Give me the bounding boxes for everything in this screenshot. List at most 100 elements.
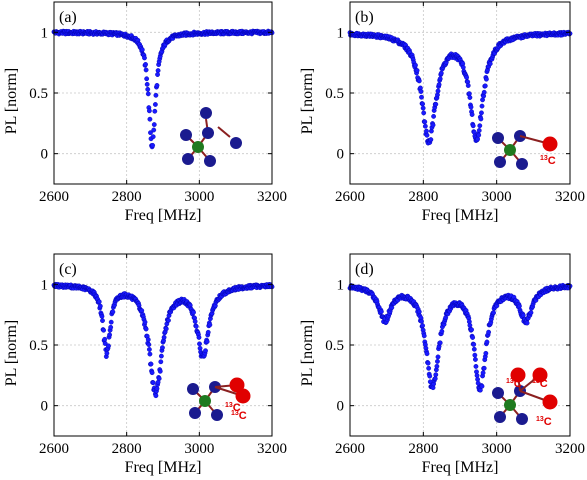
data-point: [436, 82, 442, 88]
data-point: [150, 142, 156, 148]
data-point: [413, 62, 418, 68]
data-point: [148, 361, 154, 367]
data-point: [428, 137, 434, 142]
data-point: [478, 116, 484, 122]
data-point: [108, 319, 114, 325]
data-point: [481, 89, 487, 95]
data-point: [482, 83, 488, 89]
c13-label: 13C: [540, 155, 556, 167]
carbon-atom: [189, 407, 201, 419]
data-point: [102, 341, 108, 346]
x-tick-label: 2600: [335, 189, 365, 205]
data-point: [479, 383, 485, 389]
c13-label: 13C: [231, 410, 247, 422]
data-point: [479, 103, 485, 109]
data-point: [477, 123, 483, 129]
y-tick-label: 1: [337, 25, 345, 41]
data-point: [150, 134, 156, 140]
carbon-atom: [494, 156, 506, 168]
data-point: [435, 354, 441, 360]
x-tick-label: 3200: [257, 441, 287, 457]
data-point: [139, 308, 145, 314]
data-point: [422, 123, 428, 129]
data-point: [154, 386, 160, 391]
data-point: [145, 86, 151, 92]
data-point: [101, 327, 106, 333]
x-tick-label: 3200: [555, 189, 585, 205]
data-point: [468, 104, 474, 110]
c13-symbol: C: [514, 378, 522, 390]
x-axis-label: Freq [MHz]: [125, 207, 202, 224]
data-series: [347, 282, 573, 393]
data-point: [460, 64, 466, 70]
data-point: [433, 101, 439, 107]
data-point: [102, 336, 108, 342]
data-point: [104, 350, 110, 356]
data-point: [157, 368, 163, 374]
x-axis-label: Freq [MHz]: [422, 459, 499, 476]
data-point: [144, 81, 150, 87]
carbon-atom: [516, 158, 528, 170]
data-point: [158, 359, 164, 365]
data-point: [153, 393, 159, 399]
data-point: [435, 88, 441, 94]
c13-isotope: 13: [225, 402, 233, 409]
data-point: [99, 313, 105, 319]
data-point: [163, 326, 169, 332]
data-point: [193, 323, 199, 329]
data-point: [472, 352, 478, 358]
nv-center-illustration: [180, 107, 242, 167]
y-axis-label: PL [norm]: [299, 320, 316, 387]
data-series: [347, 29, 573, 146]
data-point: [439, 328, 445, 334]
y-tick-label: 0: [337, 399, 345, 415]
nv-center-illustration: 13C: [492, 130, 558, 170]
data-point: [106, 343, 111, 349]
data-point: [197, 341, 202, 347]
data-point: [107, 332, 112, 338]
x-tick-label: 2800: [408, 441, 438, 457]
data-point: [421, 333, 427, 339]
carbon-atom: [204, 155, 216, 167]
carbon-atom: [516, 413, 528, 425]
data-series: [51, 28, 275, 150]
data-point: [108, 324, 114, 330]
data-point: [150, 380, 156, 386]
c13-atom: [532, 367, 548, 383]
c13-label: 13C: [506, 378, 522, 390]
data-point: [418, 89, 424, 94]
data-point: [465, 83, 471, 88]
x-tick-label: 2600: [335, 441, 365, 457]
carbon-atom: [492, 387, 504, 399]
c13-atom: [542, 136, 558, 152]
data-point: [471, 342, 477, 347]
carbon-atom: [200, 107, 212, 119]
data-point: [419, 94, 424, 100]
y-tick-label: 1: [41, 25, 49, 41]
c13-atom: [229, 377, 245, 393]
x-tick-label: 2800: [112, 441, 142, 457]
data-point: [416, 309, 422, 315]
data-point: [147, 351, 153, 357]
data-point: [467, 95, 473, 100]
data-point: [524, 320, 530, 326]
x-axis-label: Freq [MHz]: [125, 459, 202, 476]
data-point: [471, 346, 477, 352]
panel-d: 2600 2800 3000 3200 0 0.5 1 Freq [MHz] PL [norm]…: [299, 253, 585, 476]
data-point: [158, 353, 164, 359]
data-point: [156, 376, 162, 381]
x-tick-label: 3000: [482, 441, 512, 457]
data-point: [146, 342, 152, 347]
nitrogen-atom: [504, 144, 516, 156]
data-point: [469, 112, 475, 117]
data-point: [475, 136, 480, 142]
data-point: [476, 132, 482, 138]
y-tick-label: 0: [41, 399, 49, 415]
data-point: [414, 68, 420, 73]
data-point: [420, 105, 426, 111]
data-point: [153, 92, 159, 98]
x-axis-label: Freq [MHz]: [422, 207, 499, 224]
carbon-atom: [182, 153, 194, 165]
